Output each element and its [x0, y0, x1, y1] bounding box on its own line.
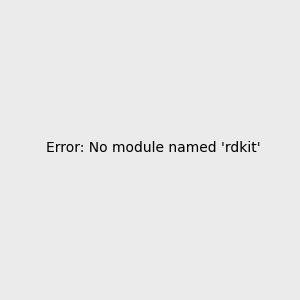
- Text: Error: No module named 'rdkit': Error: No module named 'rdkit': [46, 140, 261, 154]
